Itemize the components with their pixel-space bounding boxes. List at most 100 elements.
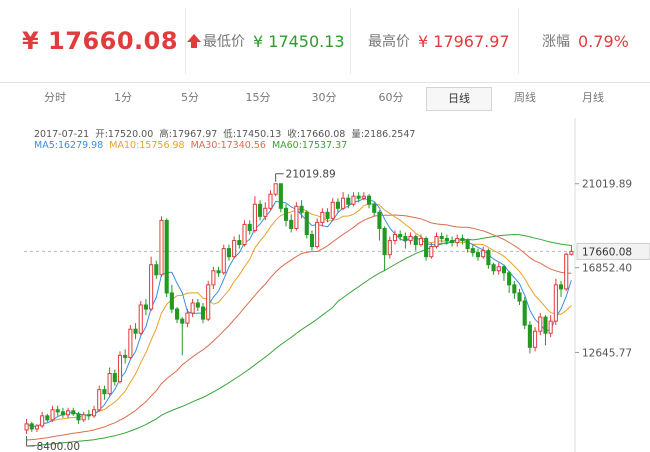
candle-body: [486, 250, 491, 266]
candle-body: [335, 201, 340, 209]
chart-canvas: 21019.89 16852.40 12645.77 17660.08 21019.89…: [24, 118, 650, 452]
candle-body: [351, 195, 356, 205]
candle-body: [138, 304, 143, 334]
candle-body: [315, 221, 320, 248]
candle-body: [408, 236, 413, 242]
candle-body: [55, 409, 60, 413]
tab-fenshi[interactable]: 分时: [44, 91, 66, 104]
high-label: 最高价: [368, 34, 410, 50]
low-label: 最低价: [203, 34, 245, 50]
candle-body: [206, 284, 211, 320]
candle-body: [553, 284, 558, 322]
candle-body: [252, 203, 257, 231]
info-close: 收:17660.08: [287, 129, 346, 140]
info-ma60: MA60:17537.37: [271, 140, 348, 151]
candle-body: [190, 302, 195, 314]
candle-body: [40, 415, 45, 427]
candle-body: [356, 195, 361, 199]
y-tick-label: 12645.77: [582, 347, 632, 359]
tab-60min[interactable]: 60分: [378, 91, 404, 104]
candle-body: [434, 236, 439, 248]
tab-5min[interactable]: 5分: [181, 91, 199, 104]
candle-body: [226, 248, 232, 258]
candle-body: [216, 270, 221, 274]
candle-body: [24, 423, 29, 431]
candle-body: [341, 197, 346, 209]
ma30-line: [26, 214, 572, 441]
tab-1min[interactable]: 1分: [114, 91, 132, 104]
candle-body: [533, 330, 538, 348]
candle-body: [268, 193, 273, 209]
candle-body: [450, 240, 455, 244]
candle-body: [149, 264, 154, 310]
candle-body: [278, 183, 283, 209]
info-volume: 量:2186.2547: [351, 129, 416, 140]
tab-15min[interactable]: 15分: [245, 91, 271, 104]
candle-body: [60, 411, 65, 416]
candle-body: [564, 253, 569, 290]
candle-body: [50, 409, 55, 421]
tab-monthly[interactable]: 月线: [582, 91, 604, 104]
kline-chart[interactable]: 2017-07-21 开:17520.00 高:17967.97 低:17450.13…: [24, 118, 650, 452]
candle-body: [507, 272, 512, 286]
candle-body: [496, 266, 501, 272]
candle-body: [232, 240, 237, 258]
candle-body: [133, 328, 138, 334]
candle-body: [112, 373, 117, 383]
candle-body: [465, 240, 470, 250]
current-price-tag: [576, 242, 650, 260]
info-ma10: MA10:15756.98: [109, 140, 185, 151]
candle-body: [320, 211, 325, 223]
high-price-block: 最高价 ¥ 17967.97: [368, 8, 510, 74]
arrow-up-icon: [187, 34, 202, 48]
candle-body: [273, 183, 278, 195]
candle-body: [180, 318, 185, 324]
low-price-block: 最低价 ¥ 17450.13: [203, 8, 345, 74]
candle-body: [543, 316, 548, 334]
tab-daily[interactable]: 日线: [426, 87, 492, 111]
candle-body: [81, 414, 86, 421]
candle-body: [159, 219, 164, 276]
candle-body: [86, 414, 91, 417]
current-price-label: 17660.08: [582, 246, 632, 258]
info-low: 低:17450.13: [223, 129, 282, 140]
tab-30min[interactable]: 30分: [311, 91, 337, 104]
candle-body: [34, 425, 40, 430]
candle-body: [200, 306, 206, 320]
candle-body: [470, 248, 475, 254]
info-ma5: MA5:16279.98: [34, 140, 104, 151]
candle-body: [387, 240, 392, 256]
candle-body: [475, 252, 481, 258]
candle-body: [548, 320, 553, 334]
candle-body: [123, 354, 128, 358]
candle-body: [501, 266, 507, 274]
candle-body: [392, 233, 398, 242]
current-price: ¥ 17660.08: [22, 27, 179, 55]
candle-body: [258, 203, 263, 217]
candle-body: [221, 248, 226, 274]
change-value: 0.79%: [578, 31, 629, 51]
ma-info: MA5:16279.98 MA10:15756.98 MA30:17340.56 MA…: [34, 140, 353, 151]
candle-body: [309, 233, 315, 248]
candle-body: [527, 324, 532, 348]
candle-body: [382, 227, 387, 256]
candle-body: [299, 205, 304, 213]
candle-body: [195, 302, 200, 308]
candle-body: [418, 238, 423, 246]
candle-body: [91, 409, 97, 417]
candle-body: [346, 197, 351, 205]
candle-body: [283, 207, 289, 221]
candle-body: [263, 207, 268, 217]
candle-body: [372, 203, 377, 213]
tab-weekly[interactable]: 周线: [514, 91, 536, 104]
max-annotation: 21019.89: [286, 169, 336, 181]
info-date: 2017-07-21: [34, 129, 90, 140]
candle-body: [366, 195, 372, 205]
candle-body: [517, 292, 522, 302]
candle-body: [76, 413, 81, 421]
candle-body: [289, 219, 294, 229]
candle-body: [569, 250, 574, 255]
candle-body: [491, 264, 496, 272]
candle-body: [211, 270, 216, 286]
candle-body: [460, 238, 465, 242]
